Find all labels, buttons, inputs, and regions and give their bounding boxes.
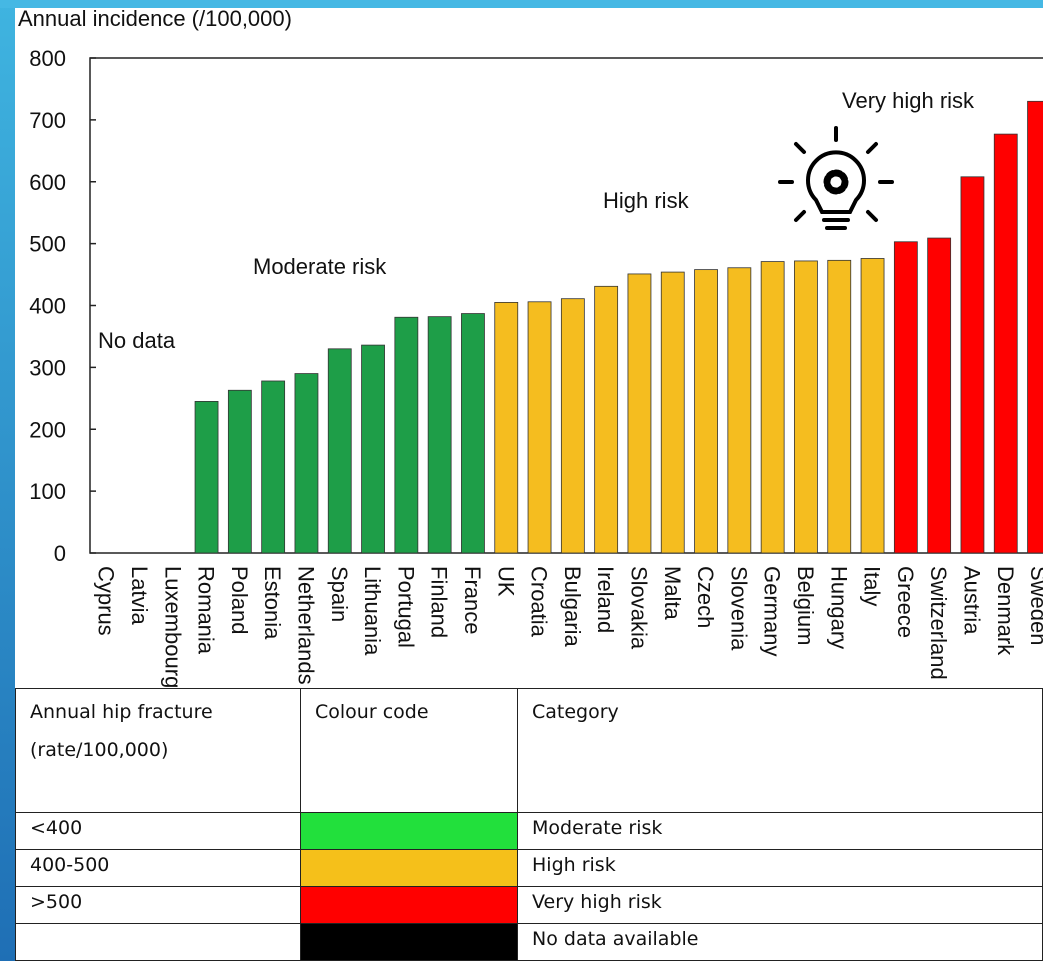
category-cell: No data available — [517, 923, 1043, 961]
legend-table: Annual hip fracture (rate/100,000) Colour… — [15, 687, 1043, 961]
category-cell: Moderate risk — [517, 812, 1043, 851]
annotation: Very high risk — [842, 88, 975, 113]
bar — [794, 260, 818, 554]
x-tick-label: Estonia — [260, 566, 285, 640]
x-tick-label: Austria — [959, 566, 984, 635]
bar — [727, 267, 752, 554]
colour-swatch — [300, 886, 518, 925]
table-row: <400 Moderate risk — [15, 812, 1043, 851]
annotation: High risk — [603, 188, 690, 213]
y-tick-label: 300 — [29, 355, 66, 380]
bar — [361, 344, 385, 554]
header-text: (rate/100,000) — [30, 739, 169, 761]
bar — [294, 373, 319, 554]
y-tick-label: 400 — [29, 294, 66, 319]
x-tick-label: Croatia — [527, 566, 552, 638]
table-row: >500 Very high risk — [15, 886, 1043, 925]
annotation: No data — [98, 328, 176, 353]
slide-frame — [0, 0, 15, 961]
x-tick-label: Hungary — [826, 566, 851, 649]
slide-frame — [0, 0, 1043, 8]
x-tick-label: Belgium — [793, 566, 818, 645]
y-tick-label: 500 — [29, 232, 66, 257]
header-cell: Colour code — [300, 687, 518, 814]
x-tick-label: Cyprus — [94, 566, 119, 636]
x-tick-label: Lithuania — [360, 566, 385, 656]
bar — [860, 258, 885, 554]
y-tick-label: 200 — [29, 417, 66, 442]
x-tick-label: Greece — [893, 566, 918, 638]
bar — [827, 259, 852, 554]
header-text: Colour code — [315, 701, 429, 723]
table-row: No data available — [15, 923, 1043, 961]
bar — [627, 273, 652, 554]
bar — [494, 302, 519, 554]
rate-cell — [15, 923, 301, 961]
bar — [960, 176, 985, 554]
colour-swatch — [300, 923, 518, 961]
x-tick-label: Sweden — [1026, 566, 1043, 646]
x-tick-label: Romania — [194, 566, 219, 655]
rate-cell: 400-500 — [15, 849, 301, 888]
x-tick-label: Switzerland — [926, 566, 951, 680]
y-axis-label: Annual incidence (/100,000) — [18, 6, 292, 31]
category-cell: Very high risk — [517, 886, 1043, 925]
rate-cell: >500 — [15, 886, 301, 925]
bar — [927, 237, 952, 554]
rate-cell: <400 — [15, 812, 301, 851]
bar — [760, 261, 785, 554]
bar — [194, 401, 219, 554]
x-tick-label: Ireland — [593, 566, 618, 633]
colour-swatch — [300, 812, 518, 851]
x-tick-label: Latvia — [127, 566, 152, 625]
colour-swatch — [300, 849, 518, 888]
x-tick-label: Slovakia — [626, 566, 651, 650]
bar — [1027, 100, 1043, 554]
x-tick-label: Bulgaria — [560, 566, 585, 647]
bar — [327, 348, 352, 554]
x-tick-label: France — [460, 566, 485, 634]
x-tick-label: Denmark — [993, 566, 1018, 656]
header-cell: Category — [517, 687, 1043, 814]
bar — [893, 241, 918, 554]
annotation: Moderate risk — [253, 254, 387, 279]
bar — [261, 380, 286, 554]
bar — [527, 301, 552, 554]
bar — [993, 133, 1018, 554]
bar — [560, 298, 585, 554]
table-row: 400-500 High risk — [15, 849, 1043, 888]
x-tick-label: Malta — [660, 566, 685, 621]
header-cell: Annual hip fracture (rate/100,000) — [15, 687, 301, 814]
bar — [694, 269, 718, 554]
header-text: Annual hip fracture — [30, 701, 213, 723]
table-header: Annual hip fracture (rate/100,000) Colour… — [15, 687, 1043, 814]
x-tick-label: Italy — [860, 566, 885, 606]
x-tick-label: Germany — [760, 566, 785, 656]
bar — [594, 285, 619, 554]
bar — [660, 271, 685, 554]
bar — [427, 316, 452, 554]
y-tick-label: 100 — [29, 479, 66, 504]
x-tick-label: Poland — [227, 566, 252, 635]
x-tick-label: Finland — [427, 566, 452, 638]
category-cell: High risk — [517, 849, 1043, 888]
x-tick-label: Luxembourg — [160, 566, 185, 688]
header-text: Category — [532, 701, 619, 723]
y-tick-label: 600 — [29, 170, 66, 195]
x-tick-label: Czech — [693, 566, 718, 628]
x-tick-label: UK — [493, 566, 518, 597]
x-tick-label: Netherlands — [293, 566, 318, 685]
x-tick-label: Portugal — [393, 566, 418, 648]
x-tick-label: Spain — [327, 566, 352, 622]
y-tick-label: 800 — [29, 46, 66, 71]
chart: Annual incidence (/100,000) 0 100 200 300 40… — [18, 6, 1043, 688]
bar — [227, 389, 252, 554]
bar — [394, 316, 419, 554]
bar — [461, 313, 485, 554]
y-tick-label: 0 — [54, 541, 66, 566]
x-tick-label: Slovenia — [726, 566, 751, 651]
y-tick-label: 700 — [29, 108, 66, 133]
lightbulb-icon — [778, 126, 894, 230]
